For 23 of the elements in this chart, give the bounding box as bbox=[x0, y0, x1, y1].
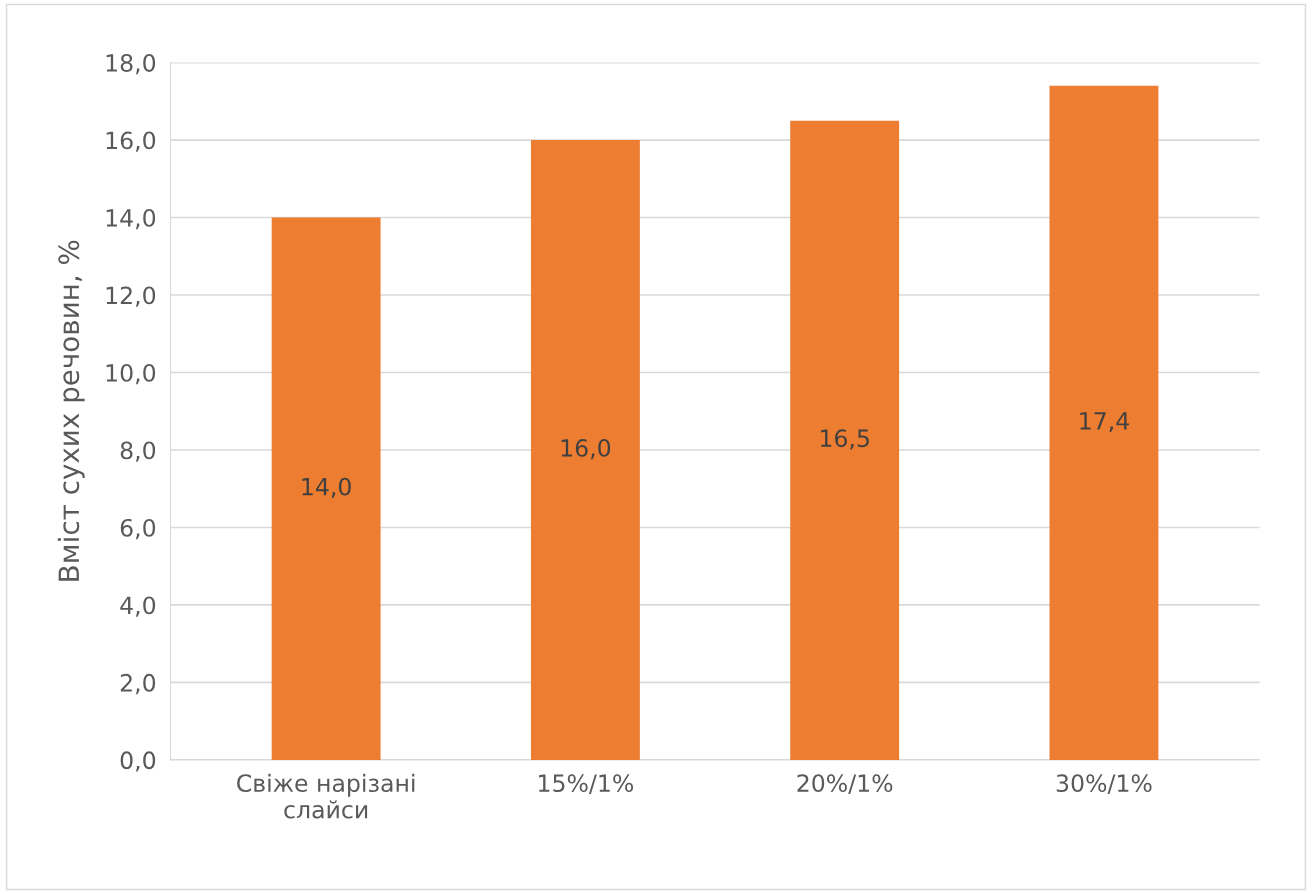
data-label: 14,0 bbox=[302, 477, 351, 498]
data-label: 16,0 bbox=[561, 438, 611, 460]
y-tick-label: 18,0 bbox=[106, 54, 156, 75]
bar bbox=[271, 217, 381, 760]
y-tick-label: 0,0 bbox=[120, 751, 156, 772]
y-tick-label: 6,0 bbox=[120, 518, 156, 540]
bar bbox=[790, 120, 900, 760]
y-tick-label: 10,0 bbox=[106, 363, 156, 385]
y-tick-label: 4,0 bbox=[120, 596, 156, 617]
x-tick-label: Свіже нарізані слайси bbox=[237, 773, 415, 819]
y-tick-label: 16,0 bbox=[106, 131, 156, 152]
bar bbox=[1049, 85, 1159, 760]
y-tick-label: 8,0 bbox=[120, 441, 156, 462]
x-tick-label: 15%/1% bbox=[539, 774, 634, 794]
data-label: 16,5 bbox=[820, 429, 869, 450]
bar bbox=[530, 140, 640, 760]
x-tick-label: 20%/1% bbox=[797, 774, 893, 794]
data-label: 17,4 bbox=[1080, 412, 1129, 433]
x-tick-label: 30%/1% bbox=[1056, 774, 1152, 794]
y-tick-label: 14,0 bbox=[106, 208, 156, 230]
y-axis-title: Вміст сухих речовин, % bbox=[57, 240, 85, 581]
y-tick-label: 12,0 bbox=[106, 286, 156, 307]
y-tick-label: 2,0 bbox=[120, 673, 156, 695]
